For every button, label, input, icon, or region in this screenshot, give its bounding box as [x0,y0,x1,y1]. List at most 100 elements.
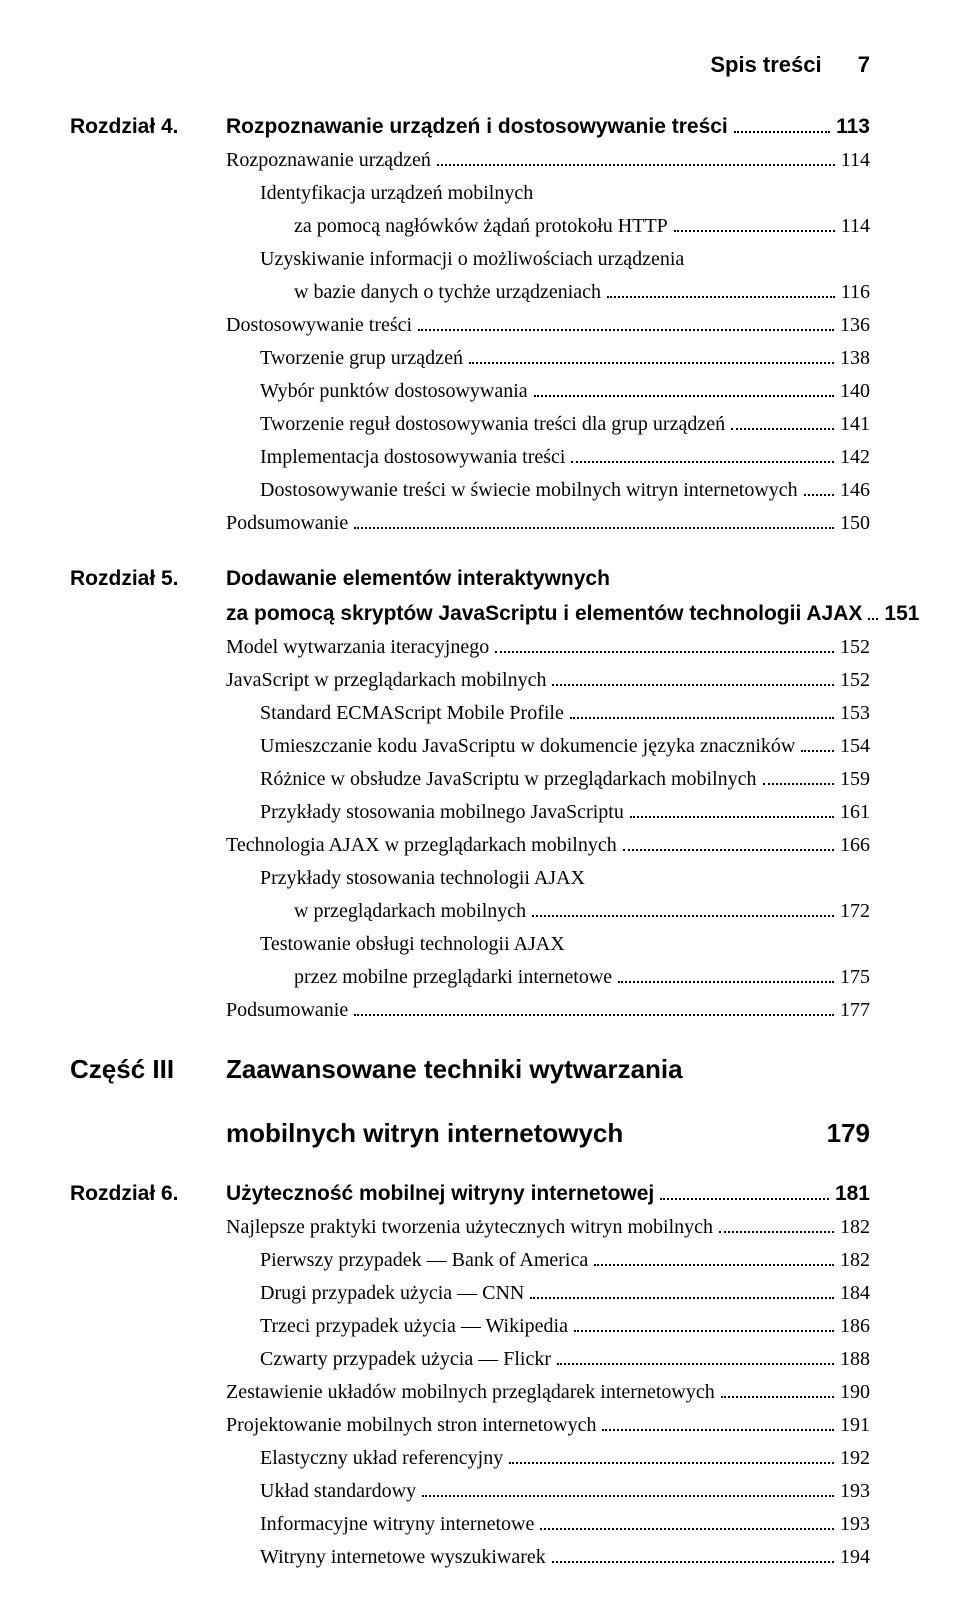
toc-entry-body: przez mobilne przeglądarki internetowe 17… [226,963,870,992]
toc-entry: Pierwszy przypadek — Bank of America 182 [70,1246,870,1275]
toc-entry-text: mobilnych witryn internetowych [226,1115,623,1153]
toc-leader [731,428,834,430]
toc-entry-text: przez mobilne przeglądarki internetowe [294,963,612,992]
toc-page-number: 193 [840,1510,870,1539]
toc-entry-text: Dostosowywanie treści [226,311,412,340]
toc-entry-body: Podsumowanie150 [226,509,870,538]
toc-leader [509,1462,834,1464]
toc-entry-text: Układ standardowy [260,1477,416,1506]
toc-entry: mobilnych witryn internetowych179 [70,1115,870,1153]
toc-entry-body: Zestawienie układów mobilnych przeglądar… [226,1378,870,1407]
toc-entry-body: JavaScript w przeglądarkach mobilnych152 [226,666,870,695]
toc-entry-body: Tworzenie reguł dostosowywania treści dl… [226,410,870,439]
toc-leader [574,1330,834,1332]
toc-leader [530,1297,834,1299]
toc-entry: Zestawienie układów mobilnych przeglądar… [70,1378,870,1407]
toc-page-number: 138 [840,344,870,373]
toc-entry-body: Standard ECMAScript Mobile Profile153 [226,699,870,728]
toc-entry-body: Tworzenie grup urządzeń 138 [226,344,870,373]
toc-page-number: 184 [840,1279,870,1308]
table-of-contents: Rozdział 4.Rozpoznawanie urządzeń i dost… [70,112,870,1572]
toc-entry-text: Tworzenie grup urządzeń [260,344,463,373]
toc-page-number: 182 [840,1246,870,1275]
toc-entry-text: Rozpoznawanie urządzeń [226,146,431,175]
toc-entry: Przykłady stosowania mobilnego JavaScrip… [70,798,870,827]
toc-entry-text: Technologia AJAX w przeglądarkach mobiln… [226,831,617,860]
toc-entry-body: Pierwszy przypadek — Bank of America 182 [226,1246,870,1275]
toc-entry-body: Trzeci przypadek użycia — Wikipedia186 [226,1312,870,1341]
toc-leader [571,461,834,463]
toc-entry-text: Użyteczność mobilnej witryny internetowe… [226,1179,654,1209]
toc-leader [804,494,834,496]
toc-entry: Dostosowywanie treści w świecie mobilnyc… [70,476,870,505]
toc-leader [418,329,834,331]
toc-entry: Tworzenie reguł dostosowywania treści dl… [70,410,870,439]
toc-entry-body: Układ standardowy193 [226,1477,870,1506]
toc-entry-text: Pierwszy przypadek — Bank of America [260,1246,588,1275]
toc-entry-body: Wybór punktów dostosowywania140 [226,377,870,406]
toc-entry-text: Standard ECMAScript Mobile Profile [260,699,564,728]
toc-label: Rozdział 4. [70,112,226,142]
toc-leader [623,849,834,851]
toc-leader [469,362,834,364]
toc-entry-text: Implementacja dostosowywania treści [260,443,565,472]
toc-entry-text: Najlepsze praktyki tworzenia użytecznych… [226,1213,713,1242]
toc-page-number: 152 [840,633,870,662]
toc-entry-text: Identyfikacja urządzeń mobilnych [260,179,533,208]
toc-entry: Rozdział 6.Użyteczność mobilnej witryny … [70,1179,870,1209]
toc-leader [674,230,835,232]
toc-entry: za pomocą skryptów JavaScriptu i element… [70,599,870,629]
toc-entry-body: Rozpoznawanie urządzeń i dostosowywanie … [226,112,870,142]
toc-entry-body: za pomocą skryptów JavaScriptu i element… [226,599,919,629]
toc-leader [552,684,834,686]
toc-leader [540,1528,834,1530]
toc-leader [618,981,834,983]
toc-entry: Dostosowywanie treści136 [70,311,870,340]
toc-entry-text: Elastyczny układ referencyjny [260,1444,503,1473]
toc-entry-body: Rozpoznawanie urządzeń 114 [226,146,870,175]
toc-leader [557,1363,834,1365]
toc-page-number: 114 [841,146,870,175]
toc-entry: Czwarty przypadek użycia — Flickr188 [70,1345,870,1374]
toc-label: Rozdział 5. [70,564,226,594]
toc-entry: Podsumowanie150 [70,509,870,538]
toc-page-number: 151 [884,599,919,629]
toc-page-number: 177 [840,996,870,1025]
toc-entry: przez mobilne przeglądarki internetowe 17… [70,963,870,992]
toc-entry: Technologia AJAX w przeglądarkach mobiln… [70,831,870,860]
toc-entry-text: Drugi przypadek użycia — CNN [260,1279,524,1308]
toc-entry: Informacyjne witryny internetowe193 [70,1510,870,1539]
toc-entry: za pomocą nagłówków żądań protokołu HTTP… [70,212,870,241]
toc-leader [422,1495,834,1497]
toc-page-number: 182 [840,1213,870,1242]
toc-page-number: 141 [840,410,870,439]
toc-entry-text: Umieszczanie kodu JavaScriptu w dokumenc… [260,732,795,761]
toc-page-number: 175 [840,963,870,992]
toc-entry: Rozdział 4.Rozpoznawanie urządzeń i dost… [70,112,870,142]
toc-leader [734,131,830,133]
toc-entry-text: Testowanie obsługi technologii AJAX [260,930,565,959]
toc-page-number: 192 [840,1444,870,1473]
toc-entry-text: za pomocą skryptów JavaScriptu i element… [226,599,862,629]
toc-entry-body: w bazie danych o tychże urządzeniach116 [226,278,870,307]
toc-entry-text: Podsumowanie [226,996,348,1025]
toc-entry: Najlepsze praktyki tworzenia użytecznych… [70,1213,870,1242]
toc-entry-body: Dostosowywanie treści136 [226,311,870,340]
toc-entry: w bazie danych o tychże urządzeniach116 [70,278,870,307]
page: Spis treści 7 Rozdział 4.Rozpoznawanie u… [0,0,960,1616]
toc-page-number: 190 [840,1378,870,1407]
toc-page-number: 146 [840,476,870,505]
toc-leader [630,816,834,818]
toc-entry: Umieszczanie kodu JavaScriptu w dokumenc… [70,732,870,761]
toc-entry-body: Drugi przypadek użycia — CNN 184 [226,1279,870,1308]
toc-entry-text: Różnice w obsłudze JavaScriptu w przeglą… [260,765,757,794]
toc-page-number: 186 [840,1312,870,1341]
toc-entry-body: Zaawansowane techniki wytwarzania [226,1051,870,1089]
toc-page-number: 181 [835,1179,870,1209]
toc-entry-text: Zaawansowane techniki wytwarzania [226,1051,683,1089]
toc-entry: Różnice w obsłudze JavaScriptu w przeglą… [70,765,870,794]
toc-entry-body: w przeglądarkach mobilnych172 [226,897,870,926]
toc-entry: Tworzenie grup urządzeń 138 [70,344,870,373]
toc-entry: Układ standardowy193 [70,1477,870,1506]
toc-entry: Rozdział 5.Dodawanie elementów interakty… [70,564,870,594]
